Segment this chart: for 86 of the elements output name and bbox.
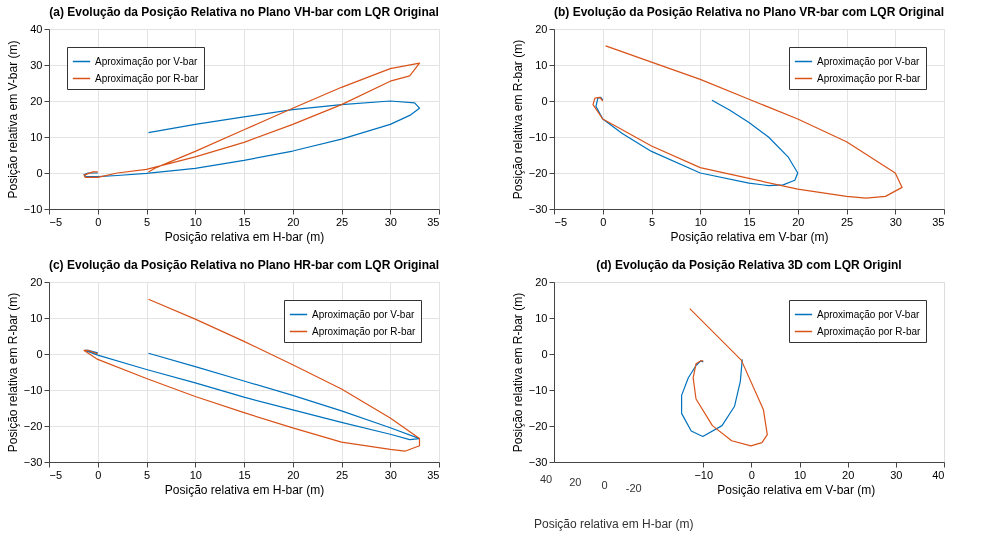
chart-title: (d) Evolução da Posição Relativa 3D com LQR Originl	[596, 258, 902, 272]
y-tick-label: 0	[541, 94, 548, 107]
x-tick-label: 20	[287, 215, 300, 228]
x-tick-label: −5	[554, 215, 568, 228]
y-tick-label: −30	[528, 202, 548, 215]
x-tick-label: −5	[49, 215, 63, 228]
y-axis-title: Posição relativa em R-bar (m)	[510, 39, 525, 200]
x-tick-label: 25	[335, 215, 349, 228]
line-series	[595, 96, 799, 187]
x-axis-title: Posição relativa em V-bar (m)	[717, 482, 876, 497]
x-tick-label: 30	[384, 468, 397, 481]
legend-label: Aproximação por R-bar	[95, 72, 200, 84]
legend-label: Aproximação por V-bar	[95, 55, 198, 67]
x-tick-label: 25	[335, 468, 349, 481]
y-tick-label: −20	[528, 419, 548, 432]
y-tick-label: −20	[528, 166, 548, 179]
line-series	[689, 308, 768, 447]
x-tick-label: −5	[49, 468, 63, 481]
text: 0	[601, 479, 608, 491]
x-tick-label: 40	[932, 468, 945, 481]
legend-label: Aproximação por R-bar	[817, 325, 922, 337]
line-series	[680, 358, 743, 438]
x-tick-label: 10	[793, 468, 807, 481]
y-axis-title: Posição relativa em R-bar (m)	[510, 292, 525, 453]
legend-label: Aproximação por V-bar	[817, 55, 920, 67]
y-tick-label: 40	[30, 22, 43, 35]
y-tick-label: 10	[535, 58, 548, 71]
y-tick-label: −10	[528, 383, 548, 396]
y-tick-label: 20	[30, 94, 43, 107]
text: -20	[625, 482, 642, 494]
y-tick-label: −10	[23, 383, 43, 396]
x-tick-label: 35	[427, 215, 440, 228]
x-tick-label: 35	[427, 468, 440, 481]
x-tick-label: 5	[143, 215, 151, 228]
x-tick-label: 30	[890, 468, 903, 481]
y-axis-title: Posição relativa em R-bar (m)	[5, 292, 20, 453]
y-tick-label: 10	[30, 130, 43, 143]
y-tick-label: −30	[23, 455, 43, 468]
x-tick-label: 30	[384, 215, 397, 228]
x-tick-label: 5	[648, 215, 656, 228]
text: Posição relativa em H-bar (m)	[534, 517, 694, 531]
chart-title: (c) Evolução da Posição Relativa no Plano HR-bar com LQR Original	[48, 258, 440, 272]
y-tick-label: 0	[36, 347, 43, 360]
y-tick-label: 10	[30, 311, 43, 324]
x-tick-label: 20	[287, 468, 300, 481]
y-tick-label: −10	[528, 130, 548, 143]
x-tick-label: 35	[932, 215, 945, 228]
x-tick-label: 5	[143, 468, 151, 481]
x-axis-title: Posição relativa em V-bar (m)	[670, 229, 829, 244]
x-tick-label: 20	[792, 215, 805, 228]
x-tick-label: 30	[889, 215, 902, 228]
line-series	[83, 298, 421, 452]
x-axis-title: Posição relativa em H-bar (m)	[164, 482, 325, 497]
y-tick-label: 0	[36, 166, 43, 179]
x-tick-label: 0	[748, 468, 755, 481]
x-tick-label: 10	[189, 215, 202, 228]
x-tick-label: 15	[238, 468, 251, 481]
line-series	[84, 349, 421, 441]
y-tick-label: −20	[23, 419, 43, 432]
y-tick-label: 30	[30, 58, 43, 71]
x-tick-label: 15	[238, 215, 251, 228]
x-tick-label: 25	[840, 215, 854, 228]
y-tick-label: 20	[30, 275, 43, 288]
y-axis-title: Posição relativa em V-bar (m)	[5, 40, 20, 199]
legend-label: Aproximação por V-bar	[312, 308, 415, 320]
x-axis-title: Posição relativa em H-bar (m)	[164, 229, 325, 244]
x-tick-label: 0	[600, 215, 607, 228]
y-tick-label: 0	[541, 347, 548, 360]
x-tick-label: 0	[95, 215, 102, 228]
legend-label: Aproximação por R-bar	[817, 72, 922, 84]
legend-label: Aproximação por R-bar	[312, 325, 417, 337]
legend-label: Aproximação por V-bar	[817, 308, 920, 320]
x-tick-label: 10	[189, 468, 202, 481]
chart-title: (a) Evolução da Posição Relativa no Plano VH-bar com LQR Original	[49, 5, 439, 19]
x-tick-label: 20	[842, 468, 855, 481]
line-series	[83, 100, 421, 178]
y-tick-label: 20	[535, 275, 548, 288]
y-tick-label: 20	[535, 22, 548, 35]
x-tick-label: 15	[743, 215, 756, 228]
x-tick-label: 0	[95, 468, 102, 481]
chart-title: (b) Evolução da Posição Relativa no Plano VR-bar com LQR Original	[553, 5, 945, 19]
x-tick-label: 10	[694, 215, 707, 228]
y-tick-label: 10	[535, 311, 548, 324]
y-tick-label: −30	[528, 455, 548, 468]
y-tick-label: −10	[23, 202, 43, 215]
x-tick-label: −10	[694, 468, 714, 481]
